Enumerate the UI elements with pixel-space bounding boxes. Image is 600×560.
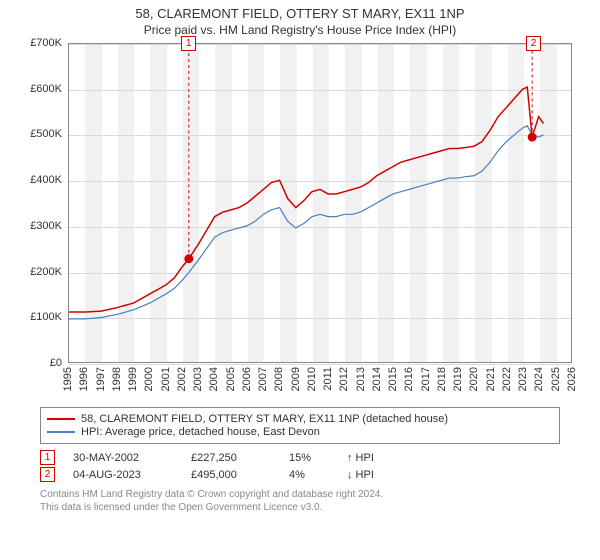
legend-label: 58, CLAREMONT FIELD, OTTERY ST MARY, EX1… xyxy=(81,413,448,425)
x-tick-label: 1995 xyxy=(62,367,74,391)
legend-row: 58, CLAREMONT FIELD, OTTERY ST MARY, EX1… xyxy=(47,413,553,425)
y-tick-label: £300K xyxy=(30,220,62,232)
x-tick-label: 2025 xyxy=(550,367,562,391)
legend: 58, CLAREMONT FIELD, OTTERY ST MARY, EX1… xyxy=(40,407,560,444)
series-line-hpi xyxy=(69,126,544,319)
x-tick-label: 2001 xyxy=(160,367,172,391)
x-tick-label: 2010 xyxy=(306,367,318,391)
x-tick-label: 2007 xyxy=(257,367,269,391)
transaction-dot xyxy=(528,133,536,141)
attribution-line-1: Contains HM Land Registry data © Crown c… xyxy=(40,488,560,501)
legend-swatch xyxy=(47,418,75,420)
x-tick-label: 2014 xyxy=(371,367,383,391)
transaction-pct: 15% xyxy=(289,452,329,464)
x-tick-label: 2016 xyxy=(403,367,415,391)
x-tick-label: 2015 xyxy=(387,367,399,391)
x-tick-label: 2022 xyxy=(501,367,513,391)
x-tick-label: 2000 xyxy=(143,367,155,391)
legend-label: HPI: Average price, detached house, East… xyxy=(81,426,320,438)
chart-area: £0£100K£200K£300K£400K£500K£600K£700K 12… xyxy=(20,43,580,403)
transaction-dot xyxy=(185,255,193,263)
x-tick-label: 2004 xyxy=(208,367,220,391)
x-tick-label: 2003 xyxy=(192,367,204,391)
x-axis: 1995199619971998199920002001200220032004… xyxy=(68,365,572,403)
x-tick-label: 2021 xyxy=(485,367,497,391)
transaction-marker: 2 xyxy=(40,467,55,482)
x-tick-label: 2018 xyxy=(436,367,448,391)
chart-subtitle: Price paid vs. HM Land Registry's House … xyxy=(0,23,600,37)
x-tick-label: 2024 xyxy=(533,367,545,391)
attribution: Contains HM Land Registry data © Crown c… xyxy=(40,488,560,514)
transaction-price: £227,250 xyxy=(191,452,271,464)
transaction-marker: 1 xyxy=(40,450,55,465)
y-axis: £0£100K£200K£300K£400K£500K£600K£700K xyxy=(20,43,64,363)
transaction-pct: 4% xyxy=(289,469,329,481)
legend-row: HPI: Average price, detached house, East… xyxy=(47,426,553,438)
x-tick-label: 1996 xyxy=(78,367,90,391)
line-svg xyxy=(69,44,571,362)
chart-title: 58, CLAREMONT FIELD, OTTERY ST MARY, EX1… xyxy=(0,6,600,21)
x-tick-label: 2005 xyxy=(225,367,237,391)
transaction-date: 30-MAY-2002 xyxy=(73,452,173,464)
x-tick-label: 2002 xyxy=(176,367,188,391)
transaction-row: 1 30-MAY-2002 £227,250 15% ↑ HPI xyxy=(40,450,560,465)
x-tick-label: 1999 xyxy=(127,367,139,391)
attribution-line-2: This data is licensed under the Open Gov… xyxy=(40,501,560,514)
transaction-callout: 2 xyxy=(526,36,541,51)
x-tick-label: 2006 xyxy=(241,367,253,391)
x-tick-label: 2012 xyxy=(338,367,350,391)
transaction-callout: 1 xyxy=(181,36,196,51)
y-tick-label: £700K xyxy=(30,37,62,49)
legend-swatch xyxy=(47,431,75,433)
x-tick-label: 2026 xyxy=(566,367,578,391)
transaction-price: £495,000 xyxy=(191,469,271,481)
y-tick-label: £400K xyxy=(30,174,62,186)
x-tick-label: 2009 xyxy=(290,367,302,391)
x-tick-label: 2008 xyxy=(273,367,285,391)
plot-area: 12 xyxy=(68,43,572,363)
y-tick-label: £500K xyxy=(30,128,62,140)
transaction-date: 04-AUG-2023 xyxy=(73,469,173,481)
y-tick-label: £600K xyxy=(30,83,62,95)
y-tick-label: £0 xyxy=(50,357,62,369)
x-tick-label: 2020 xyxy=(468,367,480,391)
transaction-table: 1 30-MAY-2002 £227,250 15% ↑ HPI 2 04-AUG-2023… xyxy=(40,450,560,482)
transaction-direction: ↑ HPI xyxy=(347,452,377,464)
y-tick-label: £200K xyxy=(30,266,62,278)
x-tick-label: 2017 xyxy=(420,367,432,391)
y-tick-label: £100K xyxy=(30,311,62,323)
series-line-property xyxy=(69,87,544,312)
x-tick-label: 2019 xyxy=(452,367,464,391)
transaction-direction: ↓ HPI xyxy=(347,469,377,481)
x-tick-label: 1998 xyxy=(111,367,123,391)
x-tick-label: 2013 xyxy=(355,367,367,391)
x-tick-label: 2011 xyxy=(322,367,334,391)
x-tick-label: 1997 xyxy=(95,367,107,391)
transaction-row: 2 04-AUG-2023 £495,000 4% ↓ HPI xyxy=(40,467,560,482)
x-tick-label: 2023 xyxy=(517,367,529,391)
